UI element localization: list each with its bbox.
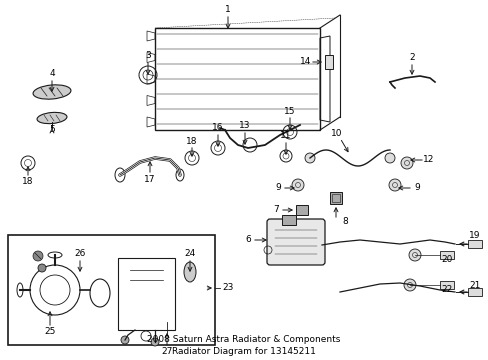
FancyBboxPatch shape — [266, 219, 325, 265]
Text: 7: 7 — [273, 206, 278, 215]
Bar — [8, 235, 215, 345]
Circle shape — [38, 264, 46, 272]
Circle shape — [400, 157, 412, 169]
Circle shape — [291, 179, 304, 191]
Text: 25: 25 — [44, 328, 56, 337]
Text: 23: 23 — [222, 284, 233, 292]
Bar — [467, 288, 481, 296]
Text: 18: 18 — [22, 177, 34, 186]
Text: 3: 3 — [145, 51, 151, 60]
Text: 13: 13 — [239, 122, 250, 130]
Text: 21: 21 — [468, 282, 480, 291]
Text: 27: 27 — [161, 347, 172, 356]
Circle shape — [408, 249, 420, 261]
Text: 10: 10 — [330, 130, 342, 139]
Text: 18: 18 — [186, 136, 197, 145]
Text: 12: 12 — [423, 156, 434, 165]
Circle shape — [384, 153, 394, 163]
Bar — [282, 215, 295, 225]
Bar — [329, 192, 341, 204]
Circle shape — [33, 251, 43, 261]
Ellipse shape — [37, 112, 67, 123]
Bar — [325, 55, 332, 69]
Text: 20: 20 — [440, 256, 452, 265]
Bar — [331, 194, 339, 202]
Text: 5: 5 — [49, 126, 55, 135]
Text: 9: 9 — [413, 184, 419, 193]
Ellipse shape — [183, 262, 196, 282]
Text: 17: 17 — [144, 175, 156, 184]
Bar — [439, 251, 453, 259]
Text: 9: 9 — [275, 184, 280, 193]
Circle shape — [305, 153, 314, 163]
Bar — [467, 240, 481, 248]
Text: 24: 24 — [184, 249, 195, 258]
Text: 2008 Saturn Astra Radiator & Components
Radiator Diagram for 13145211: 2008 Saturn Astra Radiator & Components … — [147, 335, 340, 356]
Text: 8: 8 — [342, 217, 347, 226]
Text: 4: 4 — [49, 69, 55, 78]
Text: 11: 11 — [280, 131, 291, 140]
Text: 1: 1 — [224, 5, 230, 14]
Text: 6: 6 — [244, 235, 250, 244]
Circle shape — [403, 279, 415, 291]
Text: 26: 26 — [74, 249, 85, 258]
Text: 14: 14 — [300, 58, 311, 67]
Text: 22: 22 — [441, 285, 452, 294]
Circle shape — [388, 179, 400, 191]
Circle shape — [151, 338, 159, 346]
Circle shape — [121, 336, 129, 344]
Ellipse shape — [33, 85, 71, 99]
Text: 15: 15 — [284, 107, 295, 116]
Text: 16: 16 — [212, 123, 224, 132]
Bar — [295, 205, 307, 215]
Text: 19: 19 — [468, 231, 480, 240]
Text: 2: 2 — [408, 54, 414, 63]
Bar — [439, 281, 453, 289]
